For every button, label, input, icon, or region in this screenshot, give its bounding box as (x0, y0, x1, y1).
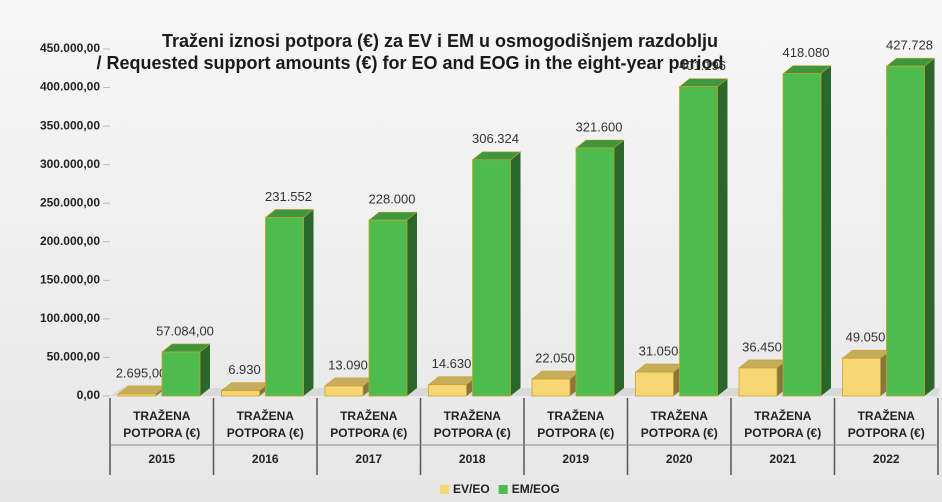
chart-title: Traženi iznosi potpora (€) za EV i EM u … (162, 31, 718, 51)
x-sublabel: TRAŽENA POTPORA (€) (848, 408, 925, 440)
x-sublabel: TRAŽENA POTPORA (€) (641, 408, 718, 440)
data-label: 36.450 (742, 339, 782, 354)
bar (738, 367, 778, 397)
x-sublabel: TRAŽENA POTPORA (€) (330, 408, 407, 440)
legend-swatch (440, 485, 449, 494)
y-tick-label: 50.000,00 (47, 350, 101, 364)
bar (679, 86, 718, 397)
bar (842, 357, 881, 397)
bar-side (821, 65, 831, 397)
bar-side (510, 151, 521, 396)
bar-side (303, 209, 314, 396)
data-label: 228.000 (369, 192, 416, 207)
x-tick-label: 2017 (355, 452, 382, 466)
y-tick-label: 350.000,00 (40, 118, 100, 132)
x-tick-label: 2015 (148, 452, 175, 466)
data-label: 13.090 (328, 357, 368, 372)
y-tick-label: 200.000,00 (40, 234, 100, 248)
y-tick-label: 0,00 (77, 388, 101, 402)
bar-side (407, 212, 417, 396)
x-tick-label: 2018 (459, 452, 486, 466)
bar-side (200, 343, 210, 396)
bar (221, 390, 260, 397)
data-label: 418.080 (783, 45, 830, 60)
data-label: 427.728 (886, 38, 933, 53)
x-sublabel: TRAŽENA POTPORA (€) (537, 408, 614, 440)
bar (886, 65, 925, 397)
bar-side (614, 140, 624, 396)
x-sublabel: TRAŽENA POTPORA (€) (227, 408, 304, 440)
bar-side (924, 58, 935, 396)
bar (635, 371, 674, 397)
y-tick-label: 400.000,00 (40, 80, 100, 94)
legend-label: EM/EOG (512, 482, 560, 496)
chart-subtitle: / Requested support amounts (€) for EO a… (96, 53, 723, 73)
data-label: 6.930 (228, 362, 261, 377)
x-tick-label: 2022 (873, 452, 900, 466)
y-tick-label: 150.000,00 (40, 273, 100, 287)
data-label: 2.695,00 (116, 365, 167, 380)
data-label: 321.600 (576, 119, 623, 134)
x-tick-label: 2020 (666, 452, 693, 466)
bar (117, 393, 157, 397)
data-label: 57.084,00 (156, 323, 214, 338)
data-label: 401.196 (679, 58, 726, 73)
data-label: 14.630 (432, 356, 472, 371)
bar (324, 385, 364, 397)
y-tick-label: 100.000,00 (40, 311, 100, 325)
legend-label: EV/EO (453, 482, 490, 496)
x-sublabel: TRAŽENA POTPORA (€) (123, 408, 200, 440)
data-label: 306.324 (472, 131, 519, 146)
y-tick-label: 250.000,00 (40, 195, 100, 209)
legend-swatch (498, 485, 508, 494)
x-sublabel: TRAŽENA POTPORA (€) (434, 408, 511, 440)
y-tick-label: 450.000,00 (40, 41, 100, 55)
x-tick-label: 2016 (252, 452, 279, 466)
bar (161, 351, 201, 397)
x-tick-label: 2019 (562, 452, 589, 466)
bar (428, 384, 467, 397)
bar (472, 159, 511, 397)
bar (265, 217, 304, 397)
bar (575, 147, 615, 397)
bar (368, 219, 408, 397)
x-tick-label: 2021 (769, 452, 796, 466)
x-sublabel: TRAŽENA POTPORA (€) (744, 408, 821, 440)
data-label: 231.552 (265, 189, 312, 204)
floor (110, 388, 940, 396)
data-label: 49.050 (846, 330, 886, 345)
y-tick-label: 300.000,00 (40, 157, 100, 171)
bar (531, 378, 571, 397)
data-label: 22.050 (535, 350, 575, 365)
bar (782, 73, 822, 397)
bar-side (717, 78, 728, 397)
data-label: 31.050 (639, 343, 679, 358)
